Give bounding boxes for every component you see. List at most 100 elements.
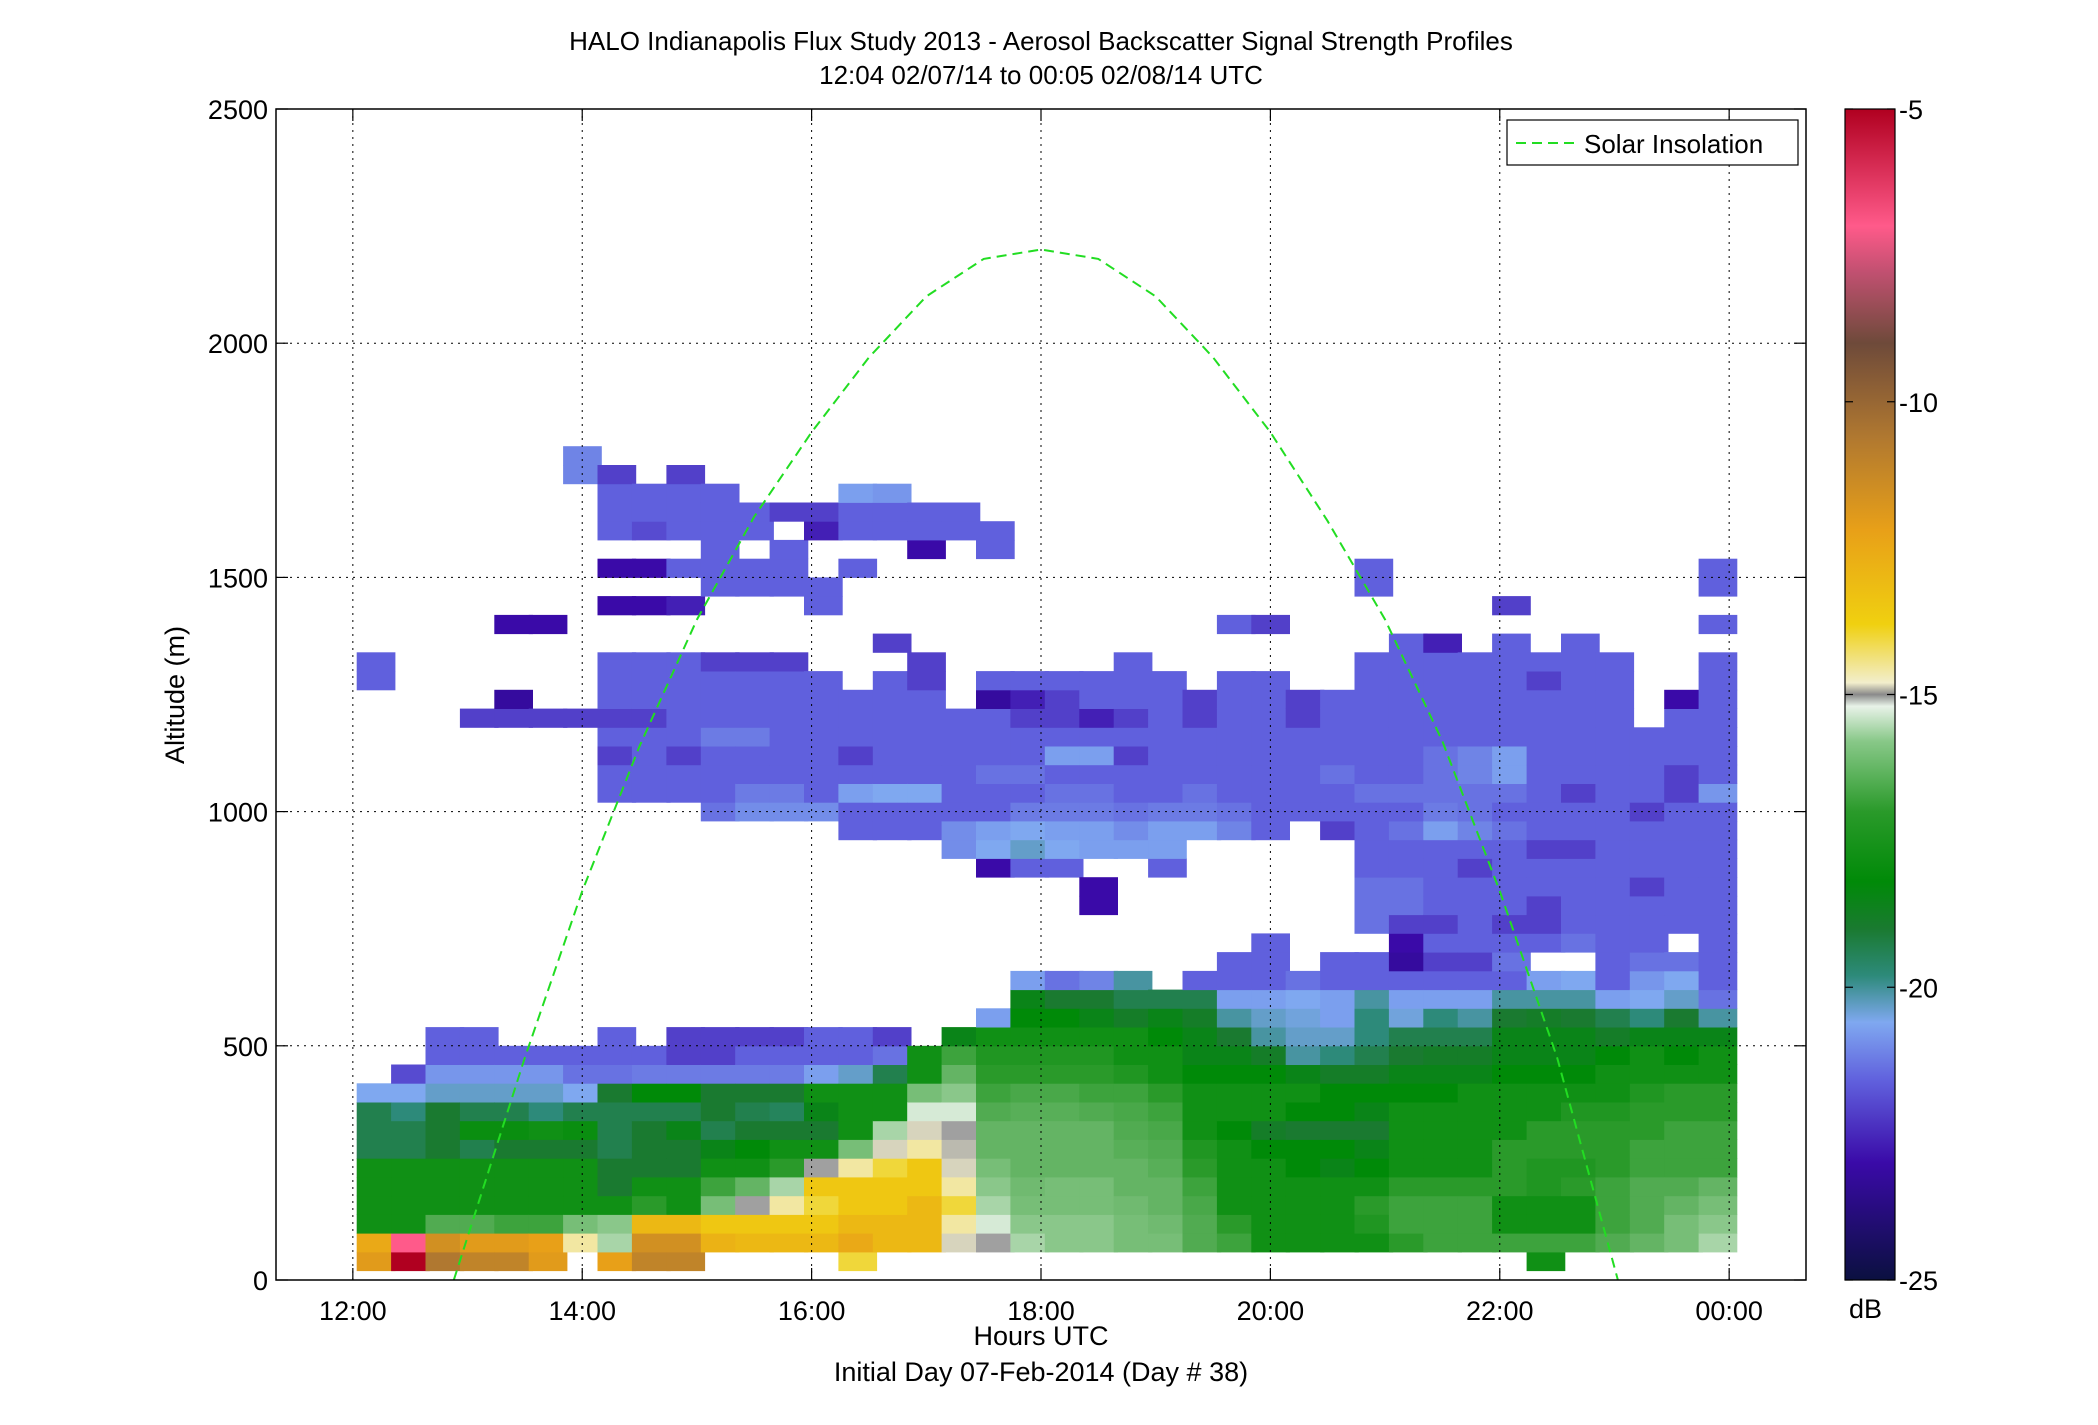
heatmap-cell xyxy=(804,1064,843,1084)
heatmap-cell xyxy=(1698,558,1738,578)
heatmap-cell xyxy=(1388,970,1428,991)
heatmap-cell xyxy=(1113,1233,1153,1253)
heatmap-cell xyxy=(838,764,878,784)
heatmap-cell xyxy=(1354,671,1394,691)
heatmap-cell xyxy=(1148,1027,1187,1047)
heatmap-cell xyxy=(1561,1102,1600,1122)
heatmap-cell xyxy=(872,764,912,784)
x-tick-label: 12:00 xyxy=(319,1296,387,1326)
heatmap-cell xyxy=(1423,970,1462,991)
heatmap-cell xyxy=(1561,671,1600,691)
heatmap-cell xyxy=(1664,1120,1703,1140)
heatmap-cell xyxy=(1492,1027,1531,1047)
heatmap-cell xyxy=(976,1158,1015,1178)
heatmap-cell xyxy=(1388,1158,1428,1178)
heatmap-cell xyxy=(1664,1158,1703,1178)
heatmap-cell xyxy=(1251,1008,1290,1028)
heatmap-cell xyxy=(597,1233,637,1253)
heatmap-cell xyxy=(459,1102,499,1122)
heatmap-cell xyxy=(1629,746,1669,766)
heatmap-cell xyxy=(1251,1233,1290,1253)
heatmap-cell xyxy=(1354,1195,1394,1215)
heatmap-cell xyxy=(700,1195,740,1215)
heatmap-cell xyxy=(735,1045,774,1065)
heatmap-cell xyxy=(1113,1120,1153,1140)
heatmap-cell xyxy=(1388,933,1428,953)
heatmap-cell xyxy=(1561,633,1600,653)
heatmap-cell xyxy=(1698,652,1738,672)
heatmap-cell xyxy=(1182,689,1222,709)
heatmap-cell xyxy=(1629,1233,1669,1253)
heatmap-cell xyxy=(1010,764,1050,784)
heatmap-cell xyxy=(941,1045,981,1065)
heatmap-cell xyxy=(1423,1083,1462,1103)
heatmap-cell xyxy=(700,652,740,672)
heatmap-cell xyxy=(494,689,533,709)
heatmap-cell xyxy=(1216,821,1256,841)
heatmap-cell xyxy=(1526,970,1566,991)
heatmap-cell xyxy=(1698,989,1738,1009)
heatmap-cell xyxy=(1595,1158,1635,1178)
heatmap-cell xyxy=(872,1045,912,1065)
heatmap-cell xyxy=(1182,1158,1222,1178)
heatmap-cell xyxy=(872,689,912,709)
heatmap-cell xyxy=(838,746,878,766)
heatmap-cell xyxy=(907,802,946,822)
heatmap-cell xyxy=(1113,1177,1153,1197)
heatmap-cell xyxy=(1320,1102,1359,1122)
heatmap-cell xyxy=(735,1102,774,1122)
heatmap-cell xyxy=(563,1139,602,1159)
heatmap-cell xyxy=(597,1195,637,1215)
heatmap-cell xyxy=(1561,689,1600,709)
heatmap-cell xyxy=(872,633,912,653)
heatmap-cell xyxy=(735,521,774,541)
heatmap-cell xyxy=(425,1139,465,1159)
heatmap-cell xyxy=(1629,1064,1669,1084)
heatmap-cell xyxy=(528,614,568,635)
heatmap-cell xyxy=(1629,1139,1669,1159)
heatmap-cell xyxy=(1423,858,1462,878)
heatmap-cell xyxy=(666,671,706,691)
heatmap-cell xyxy=(1457,708,1497,728)
heatmap-cell xyxy=(735,727,774,747)
heatmap-cell xyxy=(1354,1083,1394,1103)
heatmap-cell xyxy=(631,1064,671,1084)
heatmap-cell xyxy=(872,1064,912,1084)
heatmap-cell xyxy=(1010,1214,1050,1234)
heatmap-cell xyxy=(1354,764,1394,784)
heatmap-cell xyxy=(700,539,740,560)
heatmap-cell xyxy=(1561,1064,1600,1084)
heatmap-cell xyxy=(1113,989,1153,1009)
heatmap-cell xyxy=(1182,970,1222,991)
heatmap-cell xyxy=(391,1102,430,1122)
heatmap-cell xyxy=(1079,1214,1118,1234)
heatmap-cell xyxy=(1182,1064,1222,1084)
heatmap-cell xyxy=(631,689,671,709)
heatmap-cell xyxy=(1320,1195,1359,1215)
heatmap-cell xyxy=(666,1214,706,1234)
heatmap-cell xyxy=(356,671,396,691)
heatmap-cell xyxy=(1492,727,1531,747)
heatmap-cell xyxy=(735,764,774,784)
heatmap-cell xyxy=(1354,970,1394,991)
heatmap-cell xyxy=(391,1158,430,1178)
heatmap-cell xyxy=(907,1064,946,1084)
heatmap-cell xyxy=(391,1233,430,1253)
heatmap-cell xyxy=(1664,914,1703,934)
heatmap-cell xyxy=(1113,671,1153,691)
heatmap-cell xyxy=(666,1251,706,1272)
heatmap-cell xyxy=(425,1045,465,1065)
heatmap-cell xyxy=(459,1045,499,1065)
heatmap-cell xyxy=(838,1102,878,1122)
x-axis-ticks: 12:00 14:00 16:00 18:00 20:00 22:00 00:00 xyxy=(319,109,1763,1326)
heatmap-cell xyxy=(1561,1027,1600,1047)
heatmap-cell xyxy=(1010,746,1050,766)
heatmap-cell xyxy=(459,1214,499,1234)
heatmap-cell xyxy=(1526,746,1566,766)
heatmap-cell xyxy=(769,1233,809,1253)
heatmap-cell xyxy=(872,1214,912,1234)
chart-title: HALO Indianapolis Flux Study 2013 - Aero… xyxy=(569,26,1513,56)
heatmap-cell xyxy=(597,596,637,616)
heatmap-cell xyxy=(1457,914,1497,934)
heatmap-cell xyxy=(1457,1083,1497,1103)
